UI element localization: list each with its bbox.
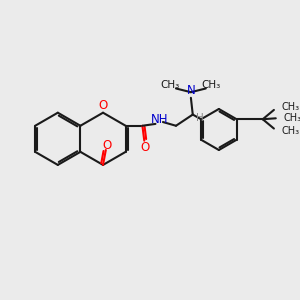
Text: O: O xyxy=(141,141,150,154)
Text: CH₃: CH₃ xyxy=(281,102,299,112)
Text: NH: NH xyxy=(150,113,168,126)
Text: CH₃: CH₃ xyxy=(283,113,300,123)
Text: CH₃: CH₃ xyxy=(202,80,221,90)
Text: O: O xyxy=(102,139,111,152)
Text: N: N xyxy=(187,84,195,97)
Text: CH₃: CH₃ xyxy=(281,126,299,136)
Text: H: H xyxy=(196,113,204,123)
Text: O: O xyxy=(98,99,108,112)
Text: CH₃: CH₃ xyxy=(161,80,180,90)
